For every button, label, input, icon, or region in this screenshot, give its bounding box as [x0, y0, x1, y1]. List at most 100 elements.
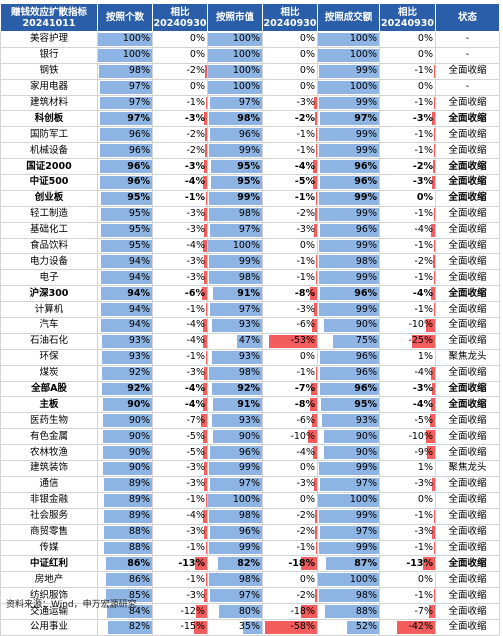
turnover-change: -1%: [379, 205, 436, 223]
table-row: 轻工制造 95% -3% 98% -2% 99% -1% 全面收缩: [0, 205, 500, 223]
level-bar: [100, 223, 152, 237]
table-row: 通信 89% -3% 97% -3% 97% -3% 全面收缩: [0, 475, 500, 493]
level-bar: [318, 128, 379, 142]
cap-ratio: 92%: [207, 380, 263, 398]
change-bar: [200, 414, 207, 428]
count-change: -2%: [152, 62, 208, 80]
change-bar: [431, 223, 435, 237]
cell-value: 0%: [299, 462, 315, 474]
cell-value: 86%: [128, 573, 150, 585]
change-bar: [432, 477, 435, 491]
turnover-ratio: 100%: [317, 31, 380, 48]
table-row: 电子 94% -3% 98% -1% 99% -1% 全面收缩: [0, 269, 500, 287]
status-cell: 全面收缩: [435, 603, 500, 620]
cell-value: -: [465, 81, 470, 93]
count-ratio: 89%: [97, 491, 153, 509]
cell-value: 99%: [238, 462, 260, 474]
cell-value: 82%: [237, 557, 260, 569]
cap-change: -53%: [262, 332, 318, 350]
change-bar: [434, 128, 435, 142]
column-header: 相比 20240930: [152, 3, 208, 32]
table-body: 美容护理 100% 0% 100% 0% 100% 0% - 银行 100% 0% 100% 0% 100…: [0, 31, 500, 636]
cell-value: 91%: [237, 287, 260, 299]
level-bar: [104, 541, 152, 555]
count-change: -4%: [152, 237, 208, 255]
level-bar: [213, 430, 262, 444]
cell-value: 95%: [128, 240, 150, 252]
cell-value: 96%: [355, 224, 377, 236]
change-bar: [316, 541, 317, 555]
table-row: 创业板 95% -1% 99% -1% 99% 0% 全面收缩: [0, 189, 500, 207]
cell-value: 0%: [299, 49, 315, 61]
turnover-ratio: 96%: [317, 285, 380, 303]
cell-value: 全面收缩: [448, 319, 487, 331]
cell-value: -25%: [408, 335, 433, 347]
cell-value: 99%: [237, 192, 260, 204]
cell-value: 89%: [128, 478, 150, 490]
turnover-ratio: 98%: [317, 587, 380, 605]
cell-value: -1%: [296, 541, 316, 553]
cap-ratio: 99%: [207, 189, 263, 207]
cell-value: 95%: [128, 224, 150, 236]
cell-value: 全面收缩: [448, 65, 487, 77]
cell-value: 环保: [39, 351, 59, 363]
count-ratio: 94%: [97, 301, 153, 319]
change-bar: [206, 191, 207, 205]
cap-change: -1%: [262, 539, 318, 557]
cell-value: -4%: [184, 398, 205, 410]
change-bar: [434, 271, 435, 285]
count-change: -3%: [152, 158, 208, 176]
cap-change: -1%: [262, 253, 318, 271]
turnover-ratio: 96%: [317, 380, 380, 398]
status-cell: -: [435, 31, 500, 48]
cell-value: -1%: [186, 573, 206, 585]
table-row: 建筑材料 97% -1% 97% -3% 99% -1% 全面收缩: [0, 94, 500, 112]
row-label: 电子: [0, 269, 98, 287]
status-cell: 全面收缩: [435, 237, 500, 255]
cell-value: 99%: [355, 128, 377, 140]
table-row: 主板 90% -4% 91% -8% 95% -4% 全面收缩: [0, 396, 500, 414]
change-bar: [310, 382, 317, 396]
turnover-ratio: 100%: [317, 571, 380, 589]
turnover-ratio: 99%: [317, 126, 380, 144]
status-cell: 全面收缩: [435, 110, 500, 128]
cell-value: 93%: [238, 414, 260, 426]
count-ratio: 96%: [97, 174, 153, 191]
cell-value: 97%: [238, 478, 260, 490]
level-bar: [103, 477, 152, 491]
cell-value: 全面收缩: [448, 573, 487, 585]
cell-value: 89%: [128, 510, 150, 522]
cell-value: -3%: [186, 367, 206, 379]
cell-value: -4%: [414, 224, 434, 236]
cell-value: 0%: [189, 33, 205, 45]
turnover-change: 0%: [379, 78, 436, 96]
cell-value: 90%: [128, 446, 150, 458]
cell-value: -5%: [414, 414, 434, 426]
cell-value: 97%: [238, 589, 260, 601]
cap-change: -18%: [262, 603, 318, 620]
level-bar: [209, 366, 262, 380]
table-row: 农林牧渔 90% -5% 96% -4% 90% -9% 全面收缩: [0, 444, 500, 462]
cell-value: 96%: [238, 128, 260, 140]
turnover-ratio: 99%: [317, 189, 380, 207]
turnover-ratio: 90%: [317, 428, 380, 446]
table-row: 公用事业 82% -15% 35% -58% 52% -42% 全面收缩: [0, 618, 500, 636]
cell-value: -4%: [186, 240, 206, 252]
table-row: 石油石化 93% -4% 47% -53% 75% -25% 全面收缩: [0, 332, 500, 350]
cap-change: 0%: [262, 31, 318, 48]
level-bar: [101, 271, 152, 285]
change-bar: [434, 589, 435, 603]
turnover-ratio: 95%: [317, 396, 380, 414]
cell-value: -1%: [186, 97, 206, 108]
level-bar: [209, 303, 262, 317]
count-ratio: 88%: [97, 523, 153, 541]
cell-value: 91%: [237, 398, 260, 410]
status-cell: 全面收缩: [435, 412, 500, 430]
status-cell: 全面收缩: [435, 189, 500, 207]
column-header: 状态: [435, 3, 500, 32]
status-cell: -: [435, 78, 500, 96]
cell-value: 93%: [355, 414, 377, 426]
cell-value: 99%: [355, 208, 377, 220]
cell-value: -1%: [414, 97, 434, 108]
cap-change: -8%: [262, 396, 318, 414]
